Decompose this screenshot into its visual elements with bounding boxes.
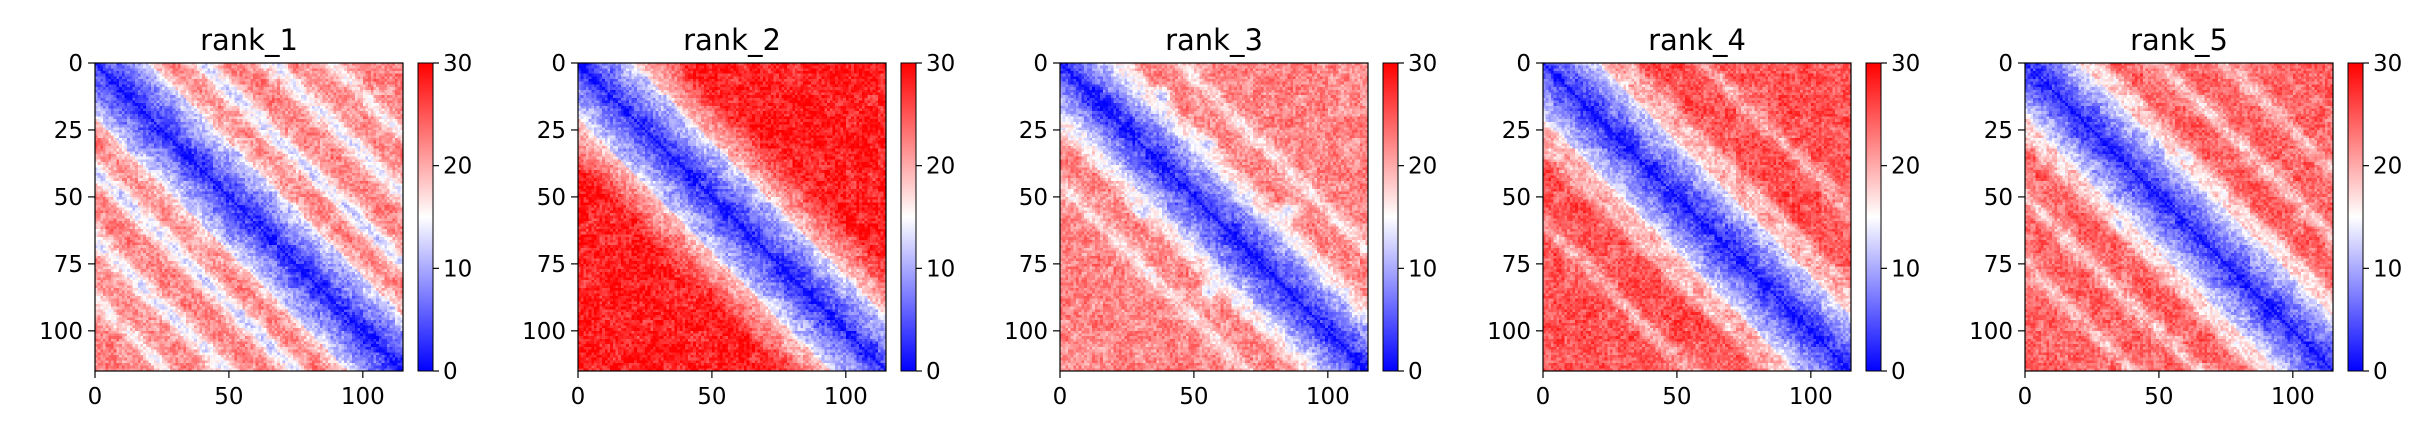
panel-title: rank_5 — [2130, 23, 2228, 57]
y-tick-label: 0 — [1033, 51, 1048, 77]
y-tick-label: 50 — [54, 185, 83, 211]
y-tick-label: 25 — [537, 118, 566, 144]
panel-title: rank_3 — [1165, 23, 1263, 57]
colorbar-tick-label: 10 — [926, 256, 955, 282]
plot-frame — [94, 62, 404, 372]
colorbar-tick-label: 30 — [1408, 51, 1437, 77]
y-tick-label: 75 — [1984, 252, 2013, 278]
x-tick-label: 50 — [1179, 384, 1208, 410]
y-tick-label: 0 — [68, 51, 83, 77]
y-tick-label: 75 — [537, 252, 566, 278]
colorbar-tick-label: 20 — [1891, 154, 1920, 180]
plot-frame — [577, 62, 887, 372]
y-tick-label: 100 — [1004, 319, 1048, 345]
x-tick-label: 50 — [697, 384, 726, 410]
colorbar-tick-label: 30 — [926, 51, 955, 77]
y-tick-label: 0 — [1516, 51, 1531, 77]
colorbar — [2347, 62, 2364, 372]
heatmap-cells — [95, 63, 403, 371]
plot-frame — [2024, 62, 2334, 372]
colorbar-tick-label: 0 — [1891, 359, 1906, 385]
heatmap-cells — [2025, 63, 2333, 371]
colorbar-tick-label: 0 — [2373, 359, 2388, 385]
y-tick-label: 25 — [1502, 118, 1531, 144]
panel-rank_5: rank_5 0 50 100 0 25 50 75 100 0 10 20 30 — [1969, 23, 2402, 410]
panel-title: rank_1 — [200, 23, 298, 57]
colorbar-tick-label: 10 — [1891, 256, 1920, 282]
panel-title: rank_2 — [683, 23, 781, 57]
heatmap-cells — [1543, 63, 1851, 371]
colorbar-tick-label: 30 — [443, 51, 472, 77]
x-tick-label: 0 — [571, 384, 586, 410]
x-tick-label: 100 — [824, 384, 868, 410]
y-tick-label: 100 — [1969, 319, 2013, 345]
y-tick-label: 100 — [39, 319, 83, 345]
panel-rank_4: rank_4 0 50 100 0 25 50 75 100 0 10 20 30 — [1487, 23, 1920, 410]
colorbar-tick-label: 10 — [1408, 256, 1437, 282]
colorbar-tick-label: 30 — [2373, 51, 2402, 77]
x-tick-label: 0 — [1053, 384, 1068, 410]
panel-title: rank_4 — [1648, 23, 1746, 57]
y-tick-label: 0 — [551, 51, 566, 77]
colorbar-tick-label: 0 — [443, 359, 458, 385]
colorbar-tick-label: 30 — [1891, 51, 1920, 77]
y-tick-label: 50 — [1984, 185, 2013, 211]
x-tick-label: 100 — [1306, 384, 1350, 410]
panel-rank_1: rank_1 0 50 100 0 25 50 75 100 0 10 20 30 — [39, 23, 472, 410]
x-tick-label: 50 — [2144, 384, 2173, 410]
y-tick-label: 100 — [1487, 319, 1531, 345]
y-tick-label: 50 — [1019, 185, 1048, 211]
panel-rank_3: rank_3 0 50 100 0 25 50 75 100 0 10 20 30 — [1004, 23, 1437, 410]
x-tick-label: 0 — [88, 384, 103, 410]
x-tick-label: 100 — [1789, 384, 1833, 410]
y-tick-label: 25 — [1984, 118, 2013, 144]
y-tick-label: 25 — [1019, 118, 1048, 144]
plot-frame — [1542, 62, 1852, 372]
x-tick-label: 100 — [341, 384, 385, 410]
x-tick-label: 50 — [1662, 384, 1691, 410]
panel-rank_2: rank_2 0 50 100 0 25 50 75 100 0 10 20 30 — [522, 23, 955, 410]
colorbar-tick-label: 20 — [2373, 154, 2402, 180]
colorbar — [900, 62, 917, 372]
heatmap-cells — [578, 63, 886, 371]
colorbar-tick-label: 20 — [443, 154, 472, 180]
y-tick-label: 75 — [1019, 252, 1048, 278]
heatmap-cells — [1060, 63, 1368, 371]
colorbar-tick-label: 0 — [926, 359, 941, 385]
colorbar-tick-label: 10 — [2373, 256, 2402, 282]
y-tick-label: 0 — [1998, 51, 2013, 77]
x-tick-label: 50 — [214, 384, 243, 410]
plot-frame — [1059, 62, 1369, 372]
x-tick-label: 0 — [1536, 384, 1551, 410]
y-tick-label: 100 — [522, 319, 566, 345]
x-tick-label: 100 — [2271, 384, 2315, 410]
y-tick-label: 75 — [1502, 252, 1531, 278]
colorbar-tick-label: 0 — [1408, 359, 1423, 385]
colorbar-tick-label: 20 — [1408, 154, 1437, 180]
y-tick-label: 75 — [54, 252, 83, 278]
colorbar — [417, 62, 434, 372]
y-tick-label: 50 — [537, 185, 566, 211]
colorbar — [1865, 62, 1882, 372]
y-tick-label: 25 — [54, 118, 83, 144]
colorbar — [1382, 62, 1399, 372]
y-tick-label: 50 — [1502, 185, 1531, 211]
colorbar-tick-label: 10 — [443, 256, 472, 282]
colorbar-tick-label: 20 — [926, 154, 955, 180]
x-tick-label: 0 — [2018, 384, 2033, 410]
